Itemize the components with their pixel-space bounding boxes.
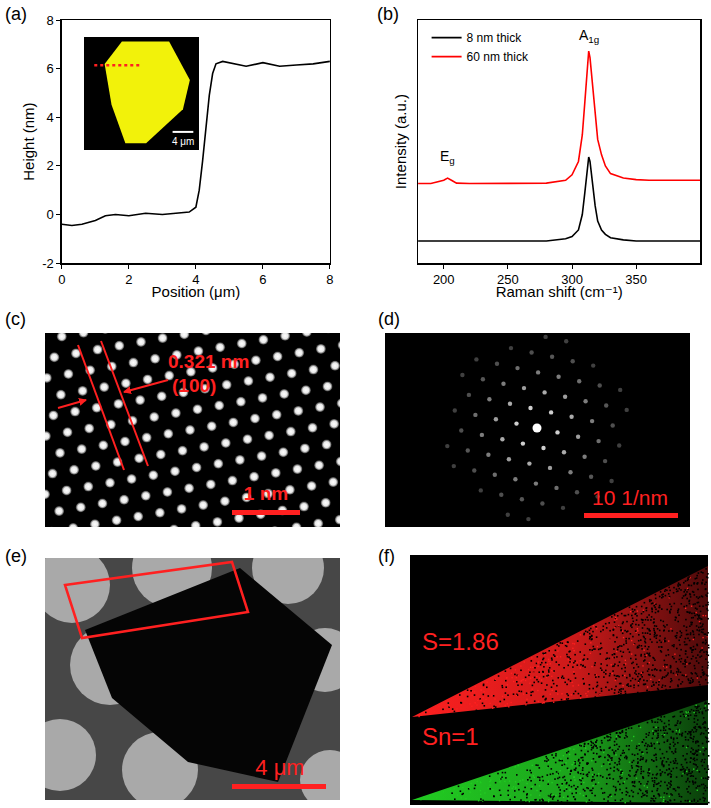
svg-text:10 1/nm: 10 1/nm [592,486,668,509]
svg-text:(c): (c) [5,309,26,329]
svg-text:(e): (e) [5,546,27,566]
svg-text:4: 4 [192,272,199,287]
svg-text:0: 0 [58,272,65,287]
svg-text:4 μm: 4 μm [255,755,304,780]
svg-text:(f): (f) [378,546,395,566]
svg-text:250: 250 [497,272,519,287]
svg-text:1 nm: 1 nm [244,483,288,504]
svg-text:8: 8 [47,13,54,28]
svg-text:350: 350 [625,272,647,287]
svg-text:2: 2 [47,158,54,173]
svg-text:2: 2 [125,272,132,287]
svg-text:6: 6 [259,272,266,287]
svg-text:4: 4 [47,110,54,125]
svg-text:Raman shift (cm⁻¹): Raman shift (cm⁻¹) [496,283,623,300]
svg-text:Height (nm): Height (nm) [20,102,37,180]
svg-text:E​g​: E​g​ [440,148,455,166]
svg-text:(b): (b) [377,4,399,24]
svg-text:S=1.86: S=1.86 [422,628,499,655]
svg-text:8: 8 [326,272,333,287]
svg-text:Position (μm): Position (μm) [152,283,241,300]
svg-text:300: 300 [561,272,583,287]
svg-text:0: 0 [47,207,54,222]
svg-text:Sn=1: Sn=1 [422,723,479,750]
svg-text:(100): (100) [172,375,216,396]
svg-text:0.321 nm: 0.321 nm [168,351,249,372]
svg-text:8 nm thick: 8 nm thick [467,31,523,45]
svg-text:6: 6 [47,61,54,76]
svg-text:200: 200 [433,272,455,287]
svg-text:Intensity (a.u.): Intensity (a.u.) [392,94,409,189]
svg-text:A​1g​: A​1g​ [579,27,599,45]
svg-text:-2: -2 [42,256,54,271]
svg-text:(d): (d) [378,309,400,329]
svg-text:60 nm thick: 60 nm thick [467,50,529,64]
svg-text:4 μm: 4 μm [172,136,194,147]
svg-text:(a): (a) [5,4,27,24]
